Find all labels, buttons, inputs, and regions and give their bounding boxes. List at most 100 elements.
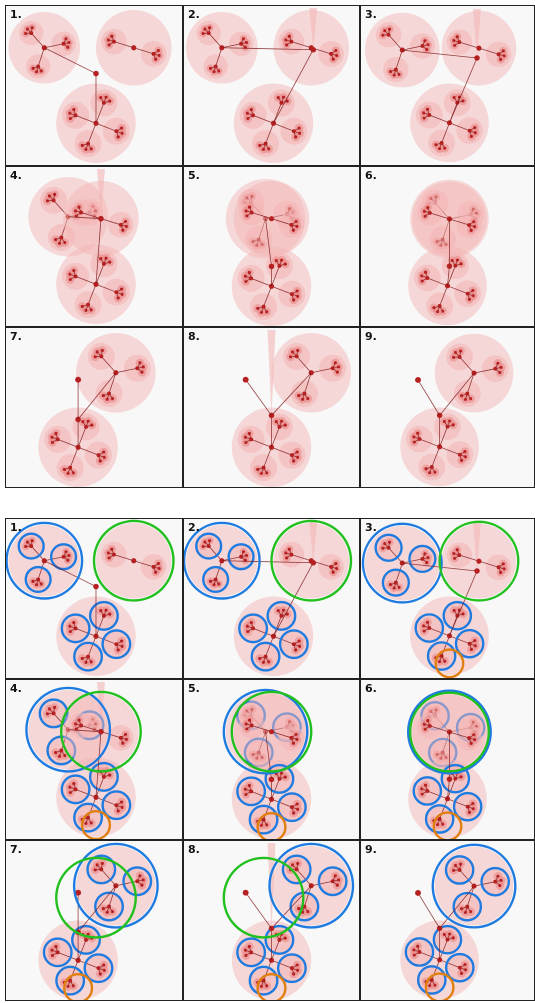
tree-edge xyxy=(449,57,478,124)
tree-edge xyxy=(419,951,440,961)
tree-node xyxy=(68,116,72,121)
diagram-group xyxy=(222,842,355,1000)
tree-node xyxy=(75,889,82,896)
tree-node xyxy=(295,963,299,967)
panel-label: 5. xyxy=(188,682,200,695)
tree-node xyxy=(118,735,123,740)
tree-edge xyxy=(439,372,475,416)
tree-node xyxy=(74,214,78,218)
tree-node xyxy=(244,279,248,283)
tree-node xyxy=(467,810,472,814)
tree-edge xyxy=(447,778,456,799)
tree-node xyxy=(261,465,266,470)
tree-edge xyxy=(449,570,478,637)
tree-node xyxy=(427,626,432,630)
tree-node xyxy=(261,304,266,309)
tree-edge xyxy=(115,367,138,374)
tree-node xyxy=(131,558,137,564)
tree-node xyxy=(36,64,41,69)
tree-node xyxy=(242,376,249,383)
highlight-ring xyxy=(72,842,159,929)
tree-node xyxy=(283,262,287,266)
tree-node xyxy=(114,290,119,295)
tree-node xyxy=(499,365,503,370)
tree-edge xyxy=(402,558,423,564)
tree-node xyxy=(156,562,160,566)
tree-drawing xyxy=(38,332,156,487)
tree-node xyxy=(457,965,462,970)
diagram-group xyxy=(400,333,514,487)
tree-node xyxy=(249,107,253,112)
tree-edge xyxy=(447,265,456,286)
panel-label: 9. xyxy=(365,843,377,856)
tree-node xyxy=(415,890,421,896)
tree-edge xyxy=(429,627,450,637)
diagram-group xyxy=(186,7,350,164)
tree-drawing xyxy=(400,843,517,1000)
tree-node xyxy=(154,570,158,574)
tree-node xyxy=(61,554,66,559)
tree-node xyxy=(387,540,392,544)
tree-node xyxy=(295,289,299,293)
tree-node xyxy=(420,43,425,48)
tree-node xyxy=(86,654,91,659)
panel-label: 7. xyxy=(10,330,22,343)
tree-node xyxy=(445,937,450,942)
tree-node xyxy=(239,41,244,46)
tree-node xyxy=(245,727,249,731)
tree-edge xyxy=(439,798,448,820)
tree-edge xyxy=(271,372,312,416)
tree-node xyxy=(472,733,476,737)
tree-node xyxy=(247,431,251,436)
tree-node xyxy=(425,276,430,280)
tree-edge xyxy=(291,41,312,49)
tree-node xyxy=(242,889,249,896)
tree-edge xyxy=(221,43,242,49)
tree-edge xyxy=(250,277,272,287)
tree-node xyxy=(249,276,254,281)
panel-label: 3. xyxy=(365,8,377,21)
tree-node xyxy=(306,396,310,401)
tree-node xyxy=(98,728,104,735)
tree-node xyxy=(99,257,103,261)
tree-node xyxy=(330,879,335,884)
tree-node xyxy=(291,129,296,134)
tree-node xyxy=(247,270,251,275)
tree-edge xyxy=(221,47,314,51)
highlight-ring xyxy=(92,519,175,602)
tree-node xyxy=(71,471,75,475)
figure-top-animation-steps: 1. 2. 3. 4. 5. 6. 7. 8. 9. xyxy=(5,5,535,488)
tree-node xyxy=(276,609,280,613)
tree-edge xyxy=(44,43,64,49)
tree-edge xyxy=(95,731,102,798)
tree-node xyxy=(289,735,294,740)
panel-bottom-6: 6. xyxy=(360,679,535,840)
tree-edge xyxy=(271,778,280,800)
tree-drawing xyxy=(225,178,312,326)
highlight-ring xyxy=(80,809,112,839)
tree-node xyxy=(455,548,459,552)
tree-edge xyxy=(473,881,496,887)
tree-node xyxy=(86,302,91,307)
tree-node xyxy=(283,936,287,940)
tree-edge xyxy=(133,47,154,55)
tree-edge xyxy=(69,960,79,981)
tree-node xyxy=(412,440,416,444)
tree-node xyxy=(453,776,458,781)
tree-edge xyxy=(30,32,45,49)
tree-node xyxy=(98,459,102,463)
diagram-group xyxy=(364,8,517,163)
tree-edge xyxy=(447,779,450,799)
tree-node xyxy=(443,659,447,663)
tree-edge xyxy=(75,627,97,637)
diagram-group xyxy=(400,843,517,1000)
tree-node xyxy=(285,99,289,103)
tree-node xyxy=(416,431,420,435)
highlight-ring xyxy=(222,856,305,939)
tree-drawing xyxy=(231,329,351,487)
tree-node xyxy=(427,113,432,117)
tree-edge xyxy=(449,635,470,645)
tree-node xyxy=(457,355,462,359)
tree-node xyxy=(295,802,299,806)
highlight-ring xyxy=(60,774,91,805)
